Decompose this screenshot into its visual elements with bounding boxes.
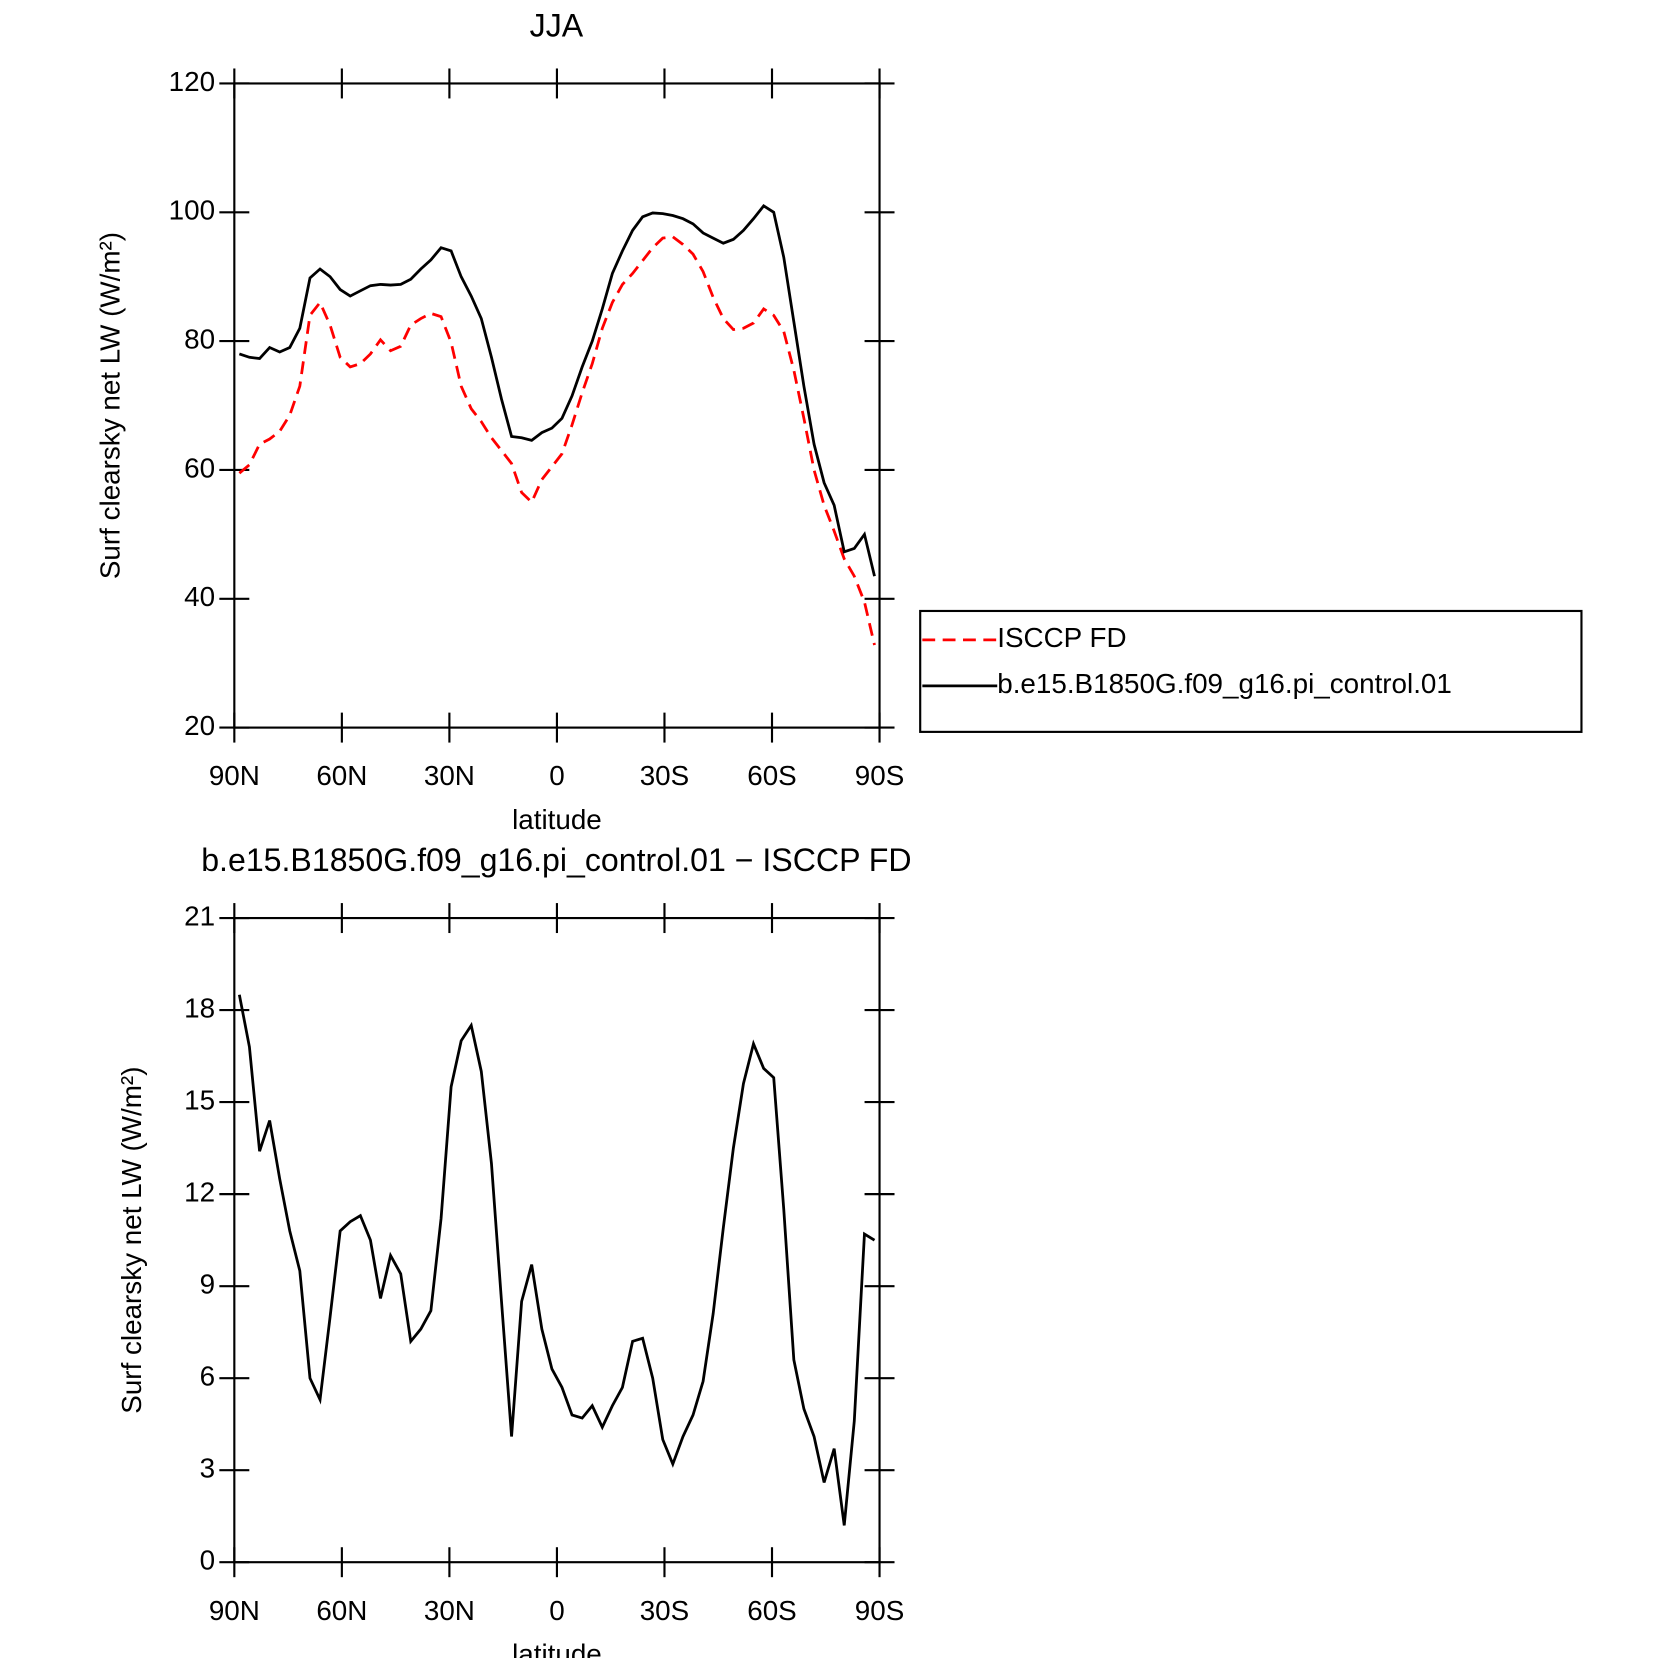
y-tick-label: 120 [169,66,215,97]
y-tick-label: 20 [184,710,215,741]
y-tick-label: 80 [184,323,215,354]
data-line [238,235,876,646]
y-tick-label: 60 [184,452,215,483]
y-tick-label: 40 [184,581,215,612]
y-tick-label: 15 [184,1084,215,1115]
y-tick-label: 0 [200,1545,215,1576]
chart-title: JJA [530,7,584,43]
y-tick-label: 18 [184,992,215,1023]
x-tick-label: 0 [549,1595,564,1626]
x-tick-label: 30S [640,760,689,791]
y-tick-label: 6 [200,1361,215,1392]
x-tick-label: 60N [316,1595,367,1626]
y-axis-label: Surf clearsky net LW (W/m²) [95,232,126,579]
x-tick-label: 30N [424,1595,475,1626]
x-axis-label: latitude [512,804,602,835]
x-tick-label: 90N [209,1595,260,1626]
data-line [238,204,876,577]
y-tick-label: 12 [184,1176,215,1207]
legend-label: ISCCP FD [997,622,1126,653]
plot-frame [233,82,881,729]
x-tick-label: 0 [549,760,564,791]
x-tick-label: 90N [209,760,260,791]
chart-title: b.e15.B1850G.f09_g16.pi_control.01 − ISC… [201,842,911,878]
y-tick-label: 9 [200,1268,215,1299]
plot-frame [233,916,881,1564]
x-tick-label: 90S [855,1595,904,1626]
legend-label: b.e15.B1850G.f09_g16.pi_control.01 [997,668,1452,699]
x-axis-label: latitude [512,1639,602,1658]
y-tick-label: 21 [184,900,215,931]
y-tick-label: 100 [169,195,215,226]
legend-box [919,609,1583,733]
x-tick-label: 60N [316,760,367,791]
data-line [237,994,876,1526]
y-tick-label: 3 [200,1453,215,1484]
x-tick-label: 30S [640,1595,689,1626]
x-tick-label: 90S [855,760,904,791]
x-tick-label: 30N [424,760,475,791]
x-tick-label: 60S [747,1595,797,1626]
x-tick-label: 60S [747,760,797,791]
y-axis-label: Surf clearsky net LW (W/m²) [116,1067,147,1414]
